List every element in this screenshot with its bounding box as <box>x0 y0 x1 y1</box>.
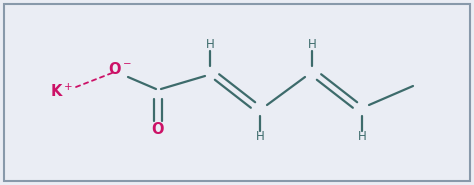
Text: O$^-$: O$^-$ <box>108 61 132 77</box>
Text: H: H <box>255 130 264 144</box>
Text: O: O <box>152 122 164 137</box>
Text: H: H <box>308 38 316 51</box>
Text: K$^+$: K$^+$ <box>51 82 73 100</box>
Text: H: H <box>206 38 214 51</box>
Text: H: H <box>357 130 366 144</box>
